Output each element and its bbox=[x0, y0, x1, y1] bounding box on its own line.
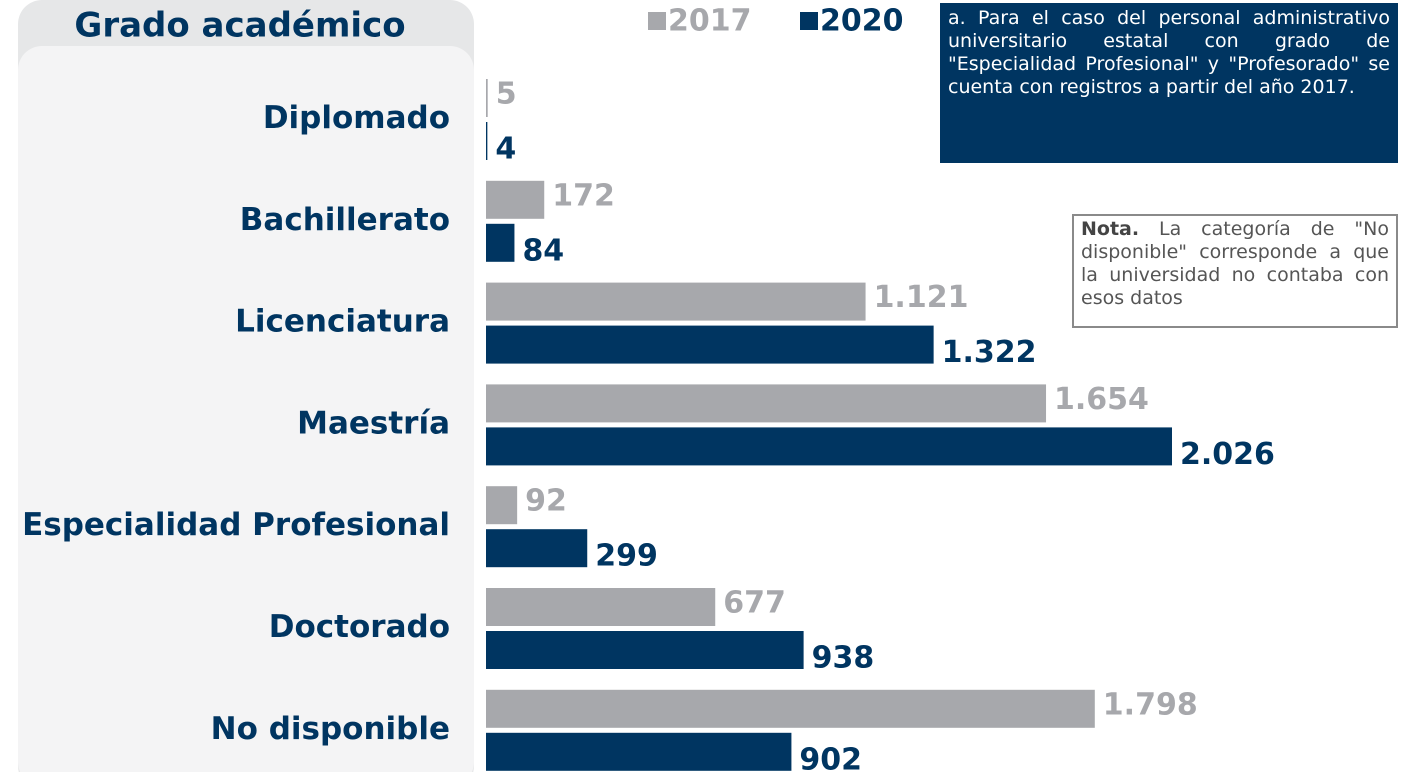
legend-swatch bbox=[800, 12, 818, 30]
category-label: Doctorado bbox=[269, 609, 450, 645]
bar bbox=[486, 529, 588, 568]
bar bbox=[486, 282, 866, 321]
category-label: Diplomado bbox=[263, 100, 450, 136]
bar bbox=[486, 223, 515, 262]
category-label: Bachillerato bbox=[240, 202, 450, 238]
note-text: La categoría de "No disponible" correspo… bbox=[1081, 218, 1389, 309]
value-label: 1.798 bbox=[1103, 687, 1198, 722]
note: Nota. La categoría de "No disponible" co… bbox=[1072, 214, 1398, 328]
bar bbox=[486, 588, 716, 626]
category-label: Especialidad Profesional bbox=[22, 507, 450, 543]
legend-swatch bbox=[648, 12, 666, 30]
bar bbox=[486, 427, 1172, 466]
bar bbox=[486, 180, 545, 219]
bar bbox=[486, 732, 792, 771]
value-label: 299 bbox=[595, 539, 658, 574]
bar bbox=[486, 486, 518, 525]
footnote: a. Para el caso del personal administrat… bbox=[940, 3, 1398, 163]
value-label: 902 bbox=[799, 742, 862, 772]
label-panel-inner bbox=[18, 46, 474, 772]
value-label: 84 bbox=[522, 233, 564, 268]
value-label: 1.322 bbox=[942, 335, 1037, 370]
value-label: 172 bbox=[552, 178, 615, 213]
value-label: 1.654 bbox=[1054, 382, 1149, 417]
category-label: Maestría bbox=[297, 405, 450, 441]
value-label: 938 bbox=[812, 641, 875, 676]
value-label: 4 bbox=[495, 132, 516, 167]
value-label: 2.026 bbox=[1180, 437, 1275, 472]
value-label: 92 bbox=[525, 484, 567, 519]
legend-label: 2017 bbox=[668, 4, 752, 39]
bar bbox=[486, 122, 488, 160]
value-label: 5 bbox=[496, 77, 517, 112]
bar bbox=[486, 384, 1047, 423]
bar bbox=[486, 689, 1095, 728]
chart-title: Grado académico bbox=[74, 6, 405, 46]
bar bbox=[486, 631, 804, 669]
legend-label: 2020 bbox=[820, 4, 904, 39]
bar bbox=[486, 79, 488, 117]
bar bbox=[486, 325, 934, 364]
category-label: No disponible bbox=[211, 711, 450, 747]
category-label: Licenciatura bbox=[235, 304, 450, 340]
value-label: 677 bbox=[723, 586, 786, 621]
value-label: 1.121 bbox=[874, 280, 969, 315]
note-label: Nota. bbox=[1081, 218, 1140, 240]
